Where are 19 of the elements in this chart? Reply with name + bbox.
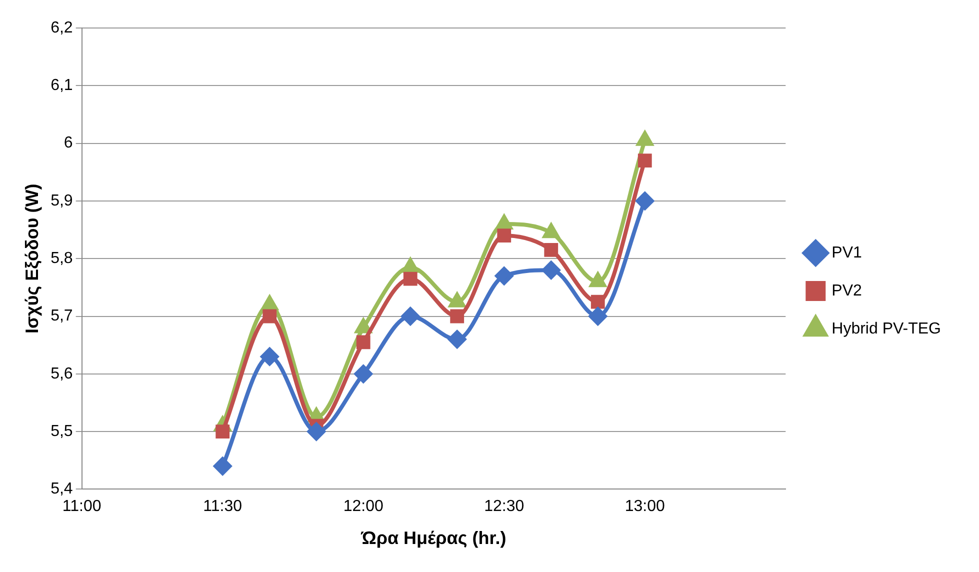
- y-tick-label: 5,9: [50, 192, 73, 210]
- y-tick-label: 6: [64, 134, 73, 152]
- y-tick-label: 5,6: [50, 365, 73, 382]
- y-tick-label: 6,2: [50, 19, 73, 36]
- x-axis-title: Ώρα Ημέρας (hr.): [360, 528, 506, 548]
- x-tick-label: 12:30: [484, 498, 524, 516]
- legend-label: PV2: [832, 282, 862, 300]
- legend-label: Hybrid PV-TEG: [832, 320, 941, 338]
- y-tick-label: 5,4: [50, 480, 73, 498]
- x-tick-label: 11:30: [203, 498, 242, 516]
- y-tick-label: 5,7: [50, 308, 73, 325]
- y-tick-label: 6,1: [50, 77, 73, 94]
- x-tick-label: 13:00: [624, 498, 665, 516]
- legend-label: PV1: [832, 244, 862, 262]
- x-tick-label: 12:00: [343, 498, 384, 516]
- y-tick-label: 5,5: [50, 422, 73, 440]
- x-tick-label: 11:00: [62, 498, 102, 516]
- y-tick-label: 5,8: [50, 250, 73, 268]
- y-axis-title: Ισχύς Εξόδου (W): [22, 184, 42, 334]
